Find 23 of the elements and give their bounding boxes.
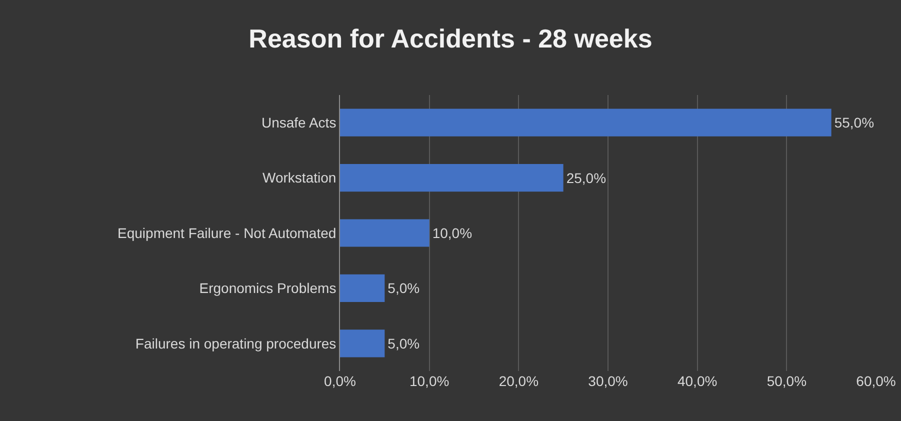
data-label: 10,0% <box>432 225 472 241</box>
y-tick-label: Equipment Failure - Not Automated <box>118 224 336 241</box>
data-label: 5,0% <box>388 335 420 352</box>
x-tick-label: 20,0% <box>498 373 539 389</box>
x-tick-label: 10,0% <box>409 373 450 389</box>
y-tick-label: Workstation <box>262 170 336 186</box>
x-tick-label: 50,0% <box>766 373 807 389</box>
y-tick-label: Unsafe Acts <box>261 114 336 130</box>
chart-title: Reason for Accidents - 28 weeks <box>248 24 652 54</box>
bar <box>340 164 564 192</box>
x-tick-label: 40,0% <box>677 373 718 389</box>
bar <box>340 330 385 358</box>
data-label: 25,0% <box>566 170 606 186</box>
x-tick-label: 0,0% <box>324 373 356 389</box>
x-tick-label: 60,0% <box>856 373 896 389</box>
y-tick-label: Failures in operating procedures <box>135 335 336 352</box>
bar <box>340 274 385 302</box>
bar <box>340 108 832 136</box>
y-tick-label: Ergonomics Problems <box>199 280 336 296</box>
data-label: 55,0% <box>834 114 874 131</box>
data-label: 5,0% <box>388 280 420 296</box>
x-tick-label: 30,0% <box>588 373 628 389</box>
bar <box>340 219 430 247</box>
